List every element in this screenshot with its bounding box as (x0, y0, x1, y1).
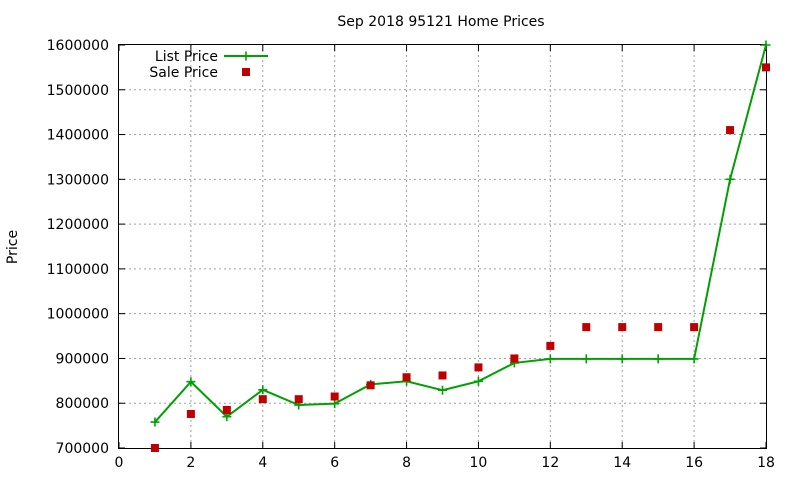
sale-price-point (654, 323, 663, 332)
y-tick-label: 1000000 (47, 307, 109, 323)
y-tick-labels: 700000 800000 900000 1000000 1100000 1200000 1… (47, 38, 109, 457)
sale-price-point (330, 392, 339, 401)
y-tick-label: 800000 (56, 396, 109, 412)
sale-price-point (726, 126, 735, 135)
sale-price-point (150, 444, 159, 452)
x-tick-label: 18 (757, 455, 775, 471)
x-tick-label: 10 (470, 455, 488, 471)
list-price-point (653, 354, 663, 364)
sale-price-point (258, 395, 267, 404)
list-price-point (473, 376, 483, 386)
y-tick-label: 900000 (56, 351, 109, 367)
x-tick-label: 16 (685, 455, 703, 471)
legend-item-sale-price: Sale Price (149, 65, 250, 81)
list-price-point (725, 174, 735, 184)
y-axis-label: Price (5, 230, 21, 264)
plot-frame (118, 44, 767, 449)
sale-price-point (762, 63, 770, 72)
x-tick-label: 0 (115, 455, 124, 471)
chart-title: Sep 2018 95121 Home Prices (337, 14, 544, 30)
y-tick-label: 1300000 (47, 172, 109, 188)
x-tick-labels: 0 2 4 6 8 10 12 14 16 18 (115, 455, 775, 471)
x-tick-label: 2 (186, 455, 195, 471)
list-price-point (581, 354, 591, 364)
sale-price-point (546, 341, 555, 350)
sale-price-point (474, 363, 483, 372)
list-price-line (154, 44, 767, 423)
series-list-price (150, 40, 771, 427)
y-tick-label: 1600000 (47, 38, 109, 54)
sale-price-point (690, 323, 699, 332)
sale-price-point (618, 323, 627, 332)
series-group (150, 40, 771, 452)
legend-marker-sample (241, 51, 251, 61)
sale-price-point (294, 395, 303, 404)
list-price-point (330, 399, 340, 409)
list-price-point (150, 417, 160, 427)
sale-price-point (582, 323, 591, 332)
sale-price-point (222, 405, 231, 414)
sale-price-point (438, 371, 447, 380)
sale-price-point (510, 354, 519, 363)
sale-price-point (186, 409, 195, 418)
y-tick-label: 1100000 (47, 262, 109, 278)
list-price-point (545, 354, 555, 364)
x-tick-label: 12 (541, 455, 559, 471)
y-tick-label: 1200000 (47, 217, 109, 233)
y-tick-label: 1400000 (47, 128, 109, 144)
y-tick-label: 700000 (56, 441, 109, 457)
list-price-point (258, 385, 268, 395)
legend-label: Sale Price (149, 65, 218, 81)
legend-marker-sample (242, 68, 250, 76)
list-price-point (761, 40, 771, 50)
list-price-point (617, 354, 627, 364)
list-price-point (438, 385, 447, 395)
list-price-point (186, 377, 196, 387)
x-tick-label: 4 (258, 455, 267, 471)
list-price-point (689, 354, 699, 364)
x-tick-label: 6 (330, 455, 339, 471)
y-tick-label: 1500000 (47, 83, 109, 99)
legend-item-list-price: List Price (155, 49, 268, 65)
sale-price-point (366, 381, 375, 390)
x-tick-label: 8 (402, 455, 411, 471)
sale-price-point (402, 373, 411, 382)
legend-label: List Price (155, 49, 218, 65)
x-tick-label: 14 (613, 455, 631, 471)
series-sale-price (150, 63, 770, 452)
